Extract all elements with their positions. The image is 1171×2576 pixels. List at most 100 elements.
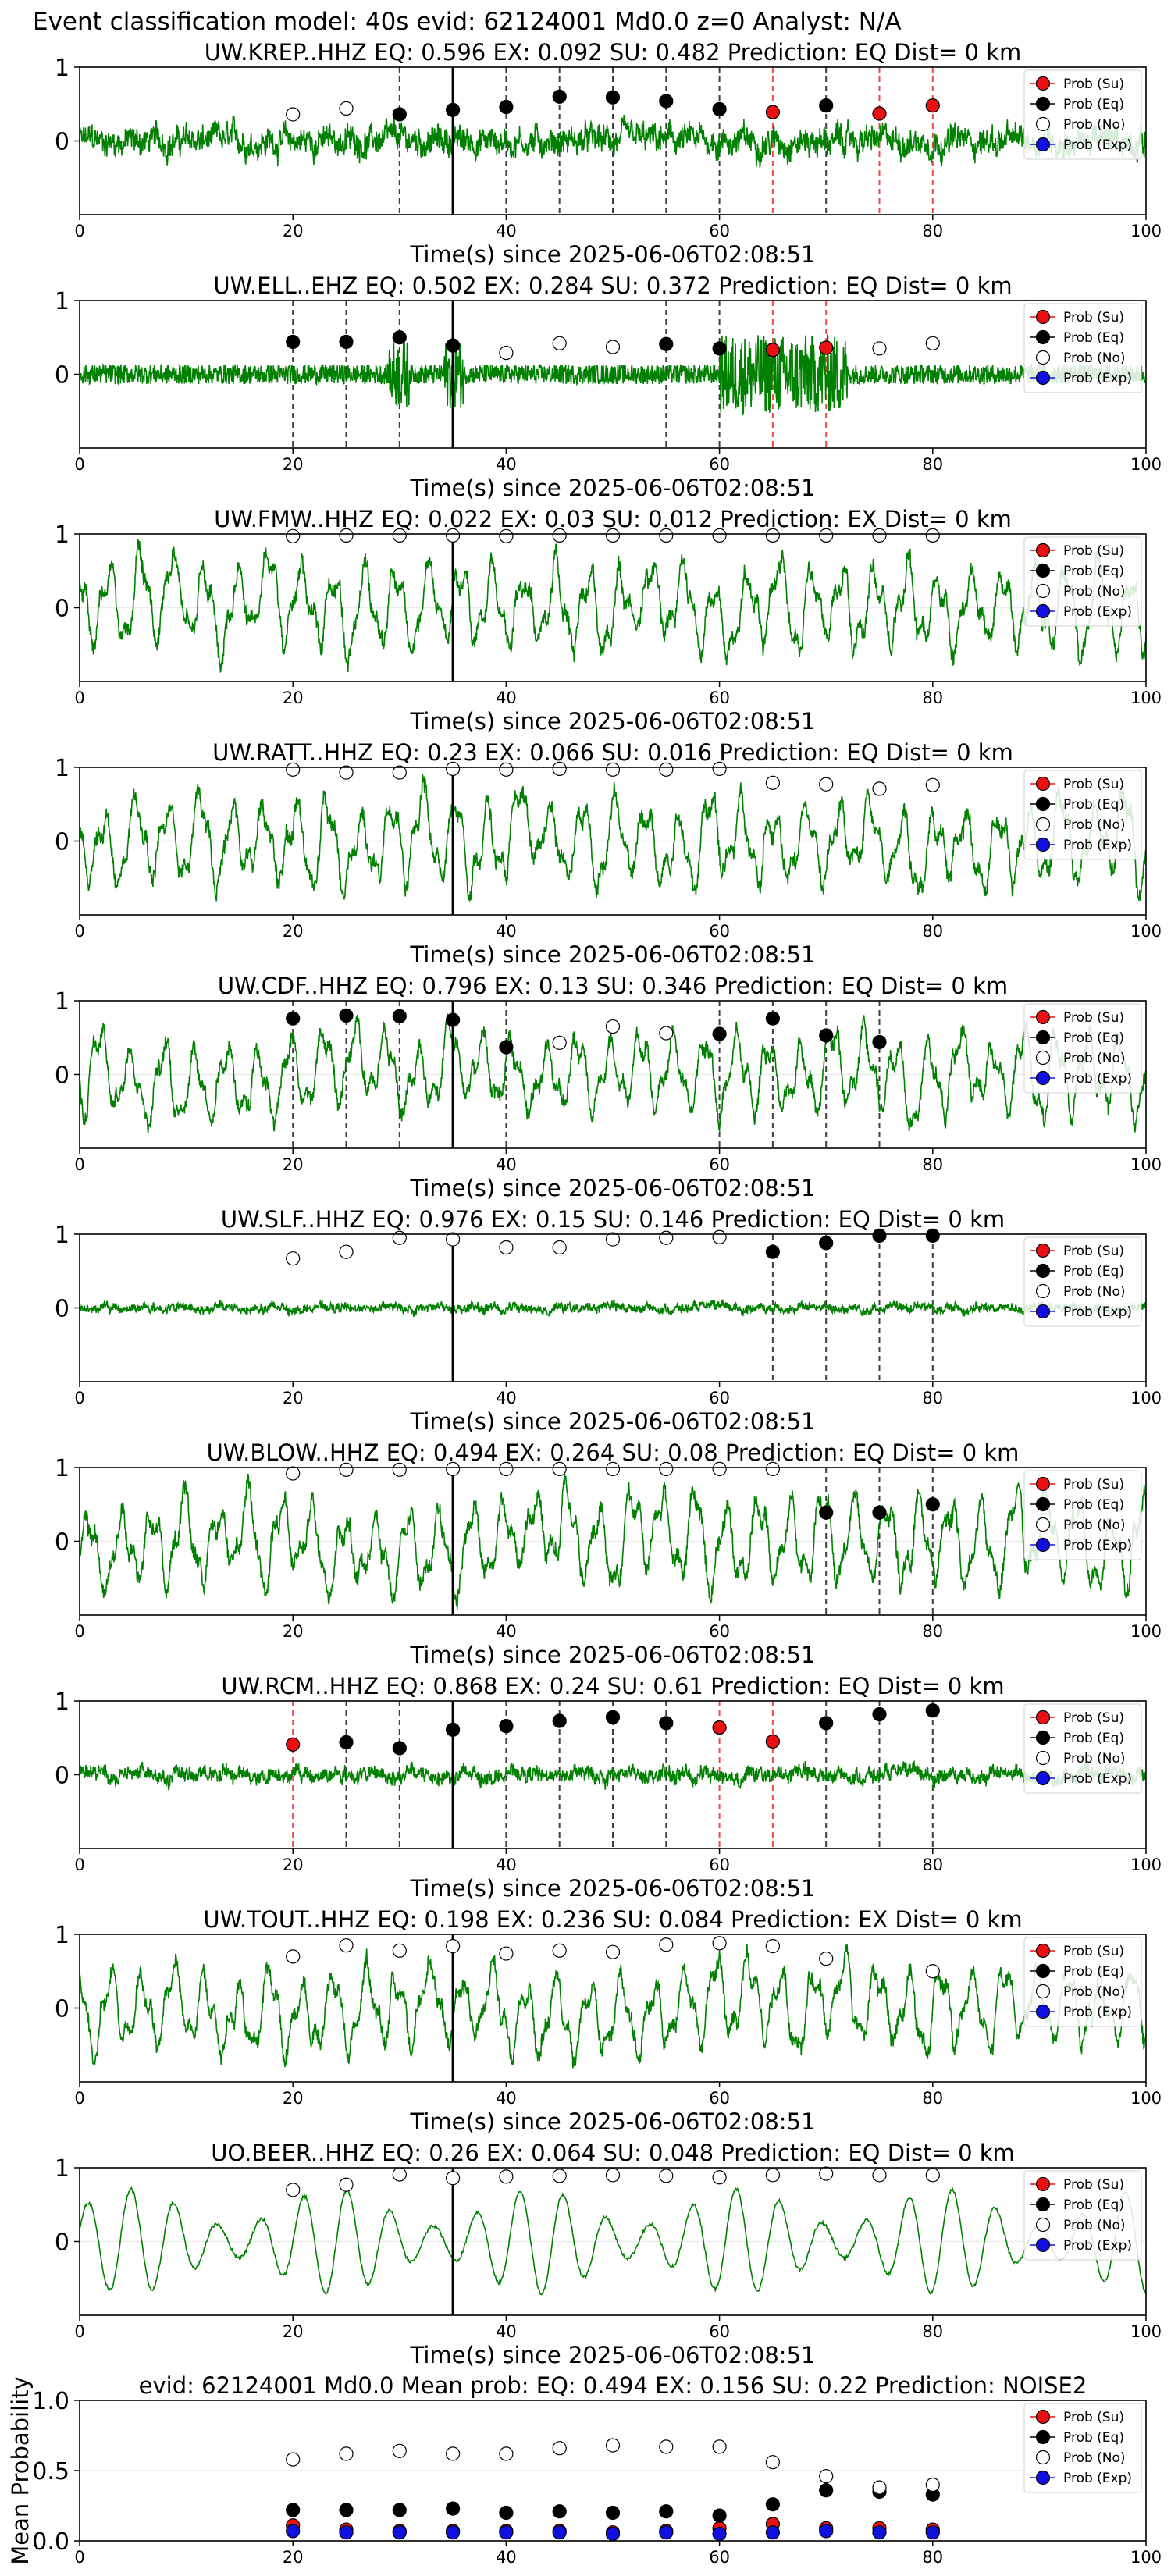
prob-marker-eq: [499, 1719, 514, 1734]
mean-prob-point-no: [765, 2455, 781, 2470]
legend-label: Prob (Exp): [1063, 838, 1132, 853]
prob-marker-eq: [445, 1012, 461, 1027]
x-axis-label: Time(s) since 2025-06-06T02:08:51: [410, 475, 816, 501]
x-axis-label: Time(s) since 2025-06-06T02:08:51: [410, 708, 816, 735]
legend-label: Prob (Su): [1063, 1710, 1124, 1726]
panel-5: UW.SLF..HHZ EQ: 0.976 EX: 0.15 SU: 0.146…: [55, 1206, 1162, 1435]
legend-marker-eq: [1035, 1263, 1051, 1279]
prob-marker-su: [765, 343, 781, 358]
legend-label: Prob (Su): [1063, 543, 1124, 559]
legend-label: Prob (No): [1063, 584, 1126, 600]
mean-prob-point-exp: [819, 2524, 834, 2539]
mean-prob-point-eq: [339, 2503, 354, 2517]
prob-marker-eq: [445, 102, 461, 117]
prob-marker-eq: [659, 336, 674, 351]
legend-label: Prob (Eq): [1063, 2430, 1124, 2446]
prob-marker-no: [659, 1026, 674, 1041]
prob-marker-eq: [392, 1741, 407, 1756]
prob-marker-su: [712, 1720, 727, 1735]
x-tick-label: 0: [74, 1622, 84, 1641]
legend-box: [1023, 1937, 1142, 2027]
prob-marker-no: [659, 1937, 674, 1952]
legend-label: Prob (No): [1063, 350, 1126, 366]
prob-marker-no: [339, 528, 354, 543]
prob-marker-no: [286, 2183, 301, 2197]
legend-marker-exp: [1035, 2237, 1051, 2253]
prob-marker-no: [819, 1952, 834, 1966]
prob-marker-eq: [499, 99, 514, 115]
legend-marker-eq: [1035, 329, 1051, 345]
y-tick-label: 0: [55, 129, 69, 156]
prob-marker-no: [339, 1462, 354, 1477]
waveform-trace: [79, 1298, 1147, 1318]
prob-marker-no: [552, 1943, 567, 1958]
legend-label: Prob (No): [1063, 2450, 1126, 2466]
mean-prob-point-exp: [712, 2526, 727, 2542]
legend-marker-no: [1035, 116, 1051, 132]
legend-box: [1023, 770, 1142, 860]
legend-label: Prob (Su): [1063, 76, 1124, 92]
x-tick-label: 60: [709, 1389, 730, 1407]
waveform-trace: [79, 539, 1147, 673]
y-tick-label: 1: [55, 521, 69, 549]
x-tick-label: 60: [709, 455, 730, 474]
legend-box: [1023, 1003, 1142, 1094]
mean-prob-point-no: [339, 2446, 354, 2461]
x-tick-label: 0: [74, 2089, 84, 2108]
x-tick-label: 40: [496, 688, 517, 707]
prob-marker-no: [605, 340, 621, 354]
prob-marker-no: [605, 1019, 621, 1034]
panel-9: UO.BEER..HHZ EQ: 0.26 EX: 0.064 SU: 0.04…: [55, 2140, 1162, 2368]
mean-prob-point-exp: [392, 2525, 407, 2540]
legend-label: Prob (No): [1063, 1751, 1126, 1767]
x-tick-label: 60: [709, 1155, 730, 1174]
legend-marker-exp: [1035, 370, 1051, 386]
mean-prob-point-eq: [445, 2501, 461, 2516]
prob-marker-eq: [872, 1505, 887, 1520]
x-tick-label: 20: [283, 222, 304, 240]
prob-marker-eq: [445, 1722, 461, 1737]
y-tick-label: 1: [55, 2155, 69, 2183]
prob-marker-eq: [819, 1028, 834, 1043]
legend-marker-eq: [1035, 96, 1051, 112]
prob-marker-no: [445, 528, 461, 543]
prob-marker-no: [765, 1939, 781, 1954]
prob-marker-eq: [925, 1703, 940, 1718]
x-tick-label: 20: [283, 1389, 304, 1407]
prob-marker-eq: [605, 1710, 621, 1724]
x-tick-label: 0: [74, 1856, 84, 1874]
prob-marker-no: [605, 1944, 621, 1959]
legend-label: Prob (Eq): [1063, 1964, 1124, 1980]
legend-marker-su: [1035, 2409, 1051, 2425]
y-tick-label: 1: [55, 288, 69, 315]
y-tick-label: 0.0: [32, 2528, 69, 2556]
x-tick-label: 80: [922, 222, 943, 240]
prob-marker-no: [339, 1244, 354, 1259]
prob-marker-no: [925, 528, 940, 543]
prob-marker-eq: [819, 1716, 834, 1731]
prob-marker-no: [712, 1461, 727, 1476]
prob-marker-eq: [872, 1034, 887, 1050]
x-tick-label: 20: [283, 2322, 304, 2341]
legend-box: [1023, 69, 1142, 160]
mean-prob-point-eq: [712, 2508, 727, 2523]
y-tick-label: 0: [55, 829, 69, 856]
prob-marker-no: [765, 528, 781, 543]
x-tick-label: 40: [496, 2548, 517, 2567]
prob-marker-no: [605, 2168, 621, 2183]
prob-marker-no: [499, 345, 514, 361]
prob-marker-no: [445, 1461, 461, 1476]
mean-prob-point-exp: [872, 2525, 887, 2540]
x-tick-label: 20: [283, 922, 304, 941]
legend-box: [1023, 2170, 1142, 2261]
y-tick-label: 0: [55, 1763, 69, 1790]
prob-marker-su: [765, 105, 781, 119]
y-tick-label: 1: [55, 1688, 69, 1716]
prob-marker-no: [552, 336, 567, 350]
y-tick-label: 0.5: [32, 2458, 69, 2485]
x-tick-label: 100: [1130, 1856, 1162, 1874]
waveform-trace: [79, 2186, 1147, 2296]
legend-marker-no: [1035, 1050, 1051, 1066]
x-axis-label: Time(s) since 2025-06-06T02:08:51: [410, 241, 816, 268]
x-tick-label: 0: [74, 922, 84, 941]
